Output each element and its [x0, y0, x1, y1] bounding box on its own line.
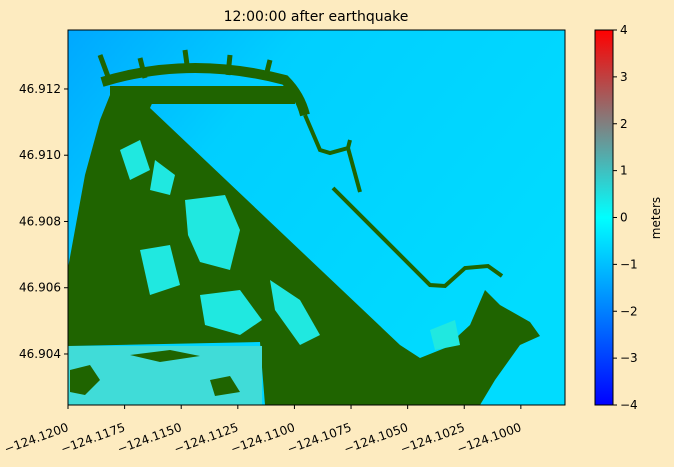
colorbar-tick-label: 3: [620, 70, 628, 84]
y-tick-label: 46.912: [19, 82, 61, 96]
colorbar: [595, 30, 613, 405]
x-tick-label: −124.1050: [342, 420, 410, 456]
chart-title: 12:00:00 after earthquake: [224, 9, 409, 25]
colorbar-tick-label: 4: [620, 23, 628, 37]
y-tick-label: 46.908: [19, 214, 61, 228]
colorbar-tick-label: −1: [620, 257, 638, 271]
colorbar-tick-label: 1: [620, 164, 628, 178]
colorbar-label: meters: [649, 197, 663, 239]
axes-frame: [67, 29, 566, 406]
x-tick-label: −124.1175: [59, 420, 127, 456]
map-image: [68, 30, 565, 405]
colorbar-tick-label: −2: [620, 304, 638, 318]
x-tick-label: −124.1000: [455, 420, 523, 456]
colorbar-tick-label: −4: [620, 398, 638, 412]
x-tick-label: −124.1075: [285, 420, 353, 456]
x-tick-label: −124.1125: [172, 420, 240, 456]
colorbar-image: [595, 30, 613, 405]
colorbar-tick-label: 2: [620, 117, 628, 131]
x-tick-label: −124.1200: [2, 420, 70, 456]
y-tick-label: 46.910: [19, 148, 61, 162]
y-tick-label: 46.904: [19, 347, 61, 361]
x-tick-label: −124.1150: [116, 420, 184, 456]
x-tick-label: −124.1100: [229, 420, 297, 456]
x-tick-label: −124.1025: [399, 420, 467, 456]
colorbar-tick-label: −3: [620, 351, 638, 365]
colorbar-tick-label: 0: [620, 211, 628, 225]
y-tick-label: 46.906: [19, 281, 61, 295]
